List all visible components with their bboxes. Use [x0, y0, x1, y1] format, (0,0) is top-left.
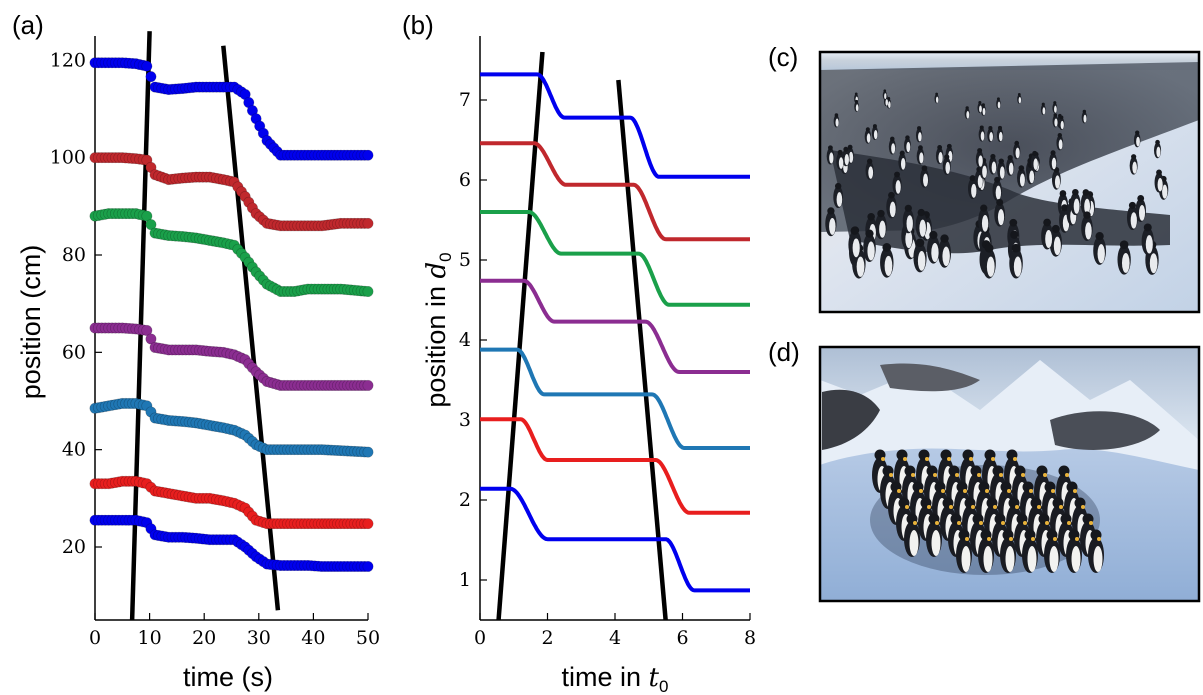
chart-b-ylabel-prefix: position in: [421, 279, 451, 408]
chart-b-x-tick-label: 6: [676, 627, 688, 649]
chart-b-ylabel-sub: 0: [436, 252, 455, 261]
chart-b-y-tick-label: 4: [459, 329, 471, 351]
chart-b-y-tick-label: 5: [459, 249, 471, 271]
chart-a-point: [363, 218, 373, 228]
chart-b-series-1: [480, 74, 750, 176]
chart-b-xlabel-prefix: time in: [562, 662, 649, 692]
chart-a-y-tick-label: 100: [50, 147, 86, 169]
chart-b-xlabel-symbol: t: [649, 663, 660, 693]
panel-label-c: (c): [768, 42, 798, 72]
chart-a-x-tick-label: 20: [192, 627, 216, 649]
chart-a-point: [363, 518, 373, 528]
chart-b-xlabel: time in t0: [562, 662, 669, 695]
chart-b-xlabel-sub: 0: [659, 677, 668, 695]
chart-a-point: [363, 286, 373, 296]
chart-a-axes: 0 10 20 30 40 50 20 40 60 80 100 120: [50, 36, 380, 649]
chart-b-y-tick-label: 7: [459, 89, 471, 111]
chart-b-series-2: [480, 143, 750, 239]
chart-b-y-tick-label: 1: [459, 569, 471, 591]
chart-a-xlabel: time (s): [183, 662, 273, 692]
chart-b-y-tick-label: 6: [459, 169, 471, 191]
chart-b-ylabel-symbol: d: [422, 262, 452, 279]
chart-a-point: [363, 561, 373, 571]
chart-b-x-tick-label: 8: [744, 627, 756, 649]
panel-label-d: (d): [768, 337, 800, 367]
chart-b-y-tick-label: 3: [459, 409, 471, 431]
chart-b-x-tick-label: 0: [474, 627, 486, 649]
chart-b-x-tick-label: 4: [609, 627, 621, 649]
chart-a-x-tick-label: 50: [356, 627, 380, 649]
chart-a-point: [146, 71, 156, 81]
chart-a-series-2: [90, 152, 373, 231]
panel-label-a: (a): [12, 10, 44, 40]
chart-b-ylabel: position in d0: [421, 252, 455, 407]
chart-a-x-tick-label: 40: [301, 627, 325, 649]
chart-b-series-3: [480, 212, 750, 305]
chart-a-x-tick-label: 30: [247, 627, 271, 649]
chart-a-ylabel: position (cm): [16, 245, 46, 400]
chart-a-x-tick-label: 10: [138, 627, 162, 649]
chart-a-y-tick-label: 80: [62, 244, 86, 266]
chart-b-series-7: [480, 489, 750, 591]
chart-a-y-tick-label: 20: [62, 536, 86, 558]
chart-b-wave-line-1: [499, 52, 543, 620]
chart-b-y-tick-label: 2: [459, 489, 471, 511]
chart-a-point: [142, 61, 152, 71]
chart-a-x-tick-label: 0: [89, 627, 101, 649]
penguin-colony-photo: [820, 52, 1199, 312]
chart-a-y-tick-label: 60: [62, 341, 86, 363]
chart-b-x-tick-label: 2: [541, 627, 553, 649]
chart-a-point: [363, 447, 373, 457]
chart-a-series-4: [90, 323, 373, 391]
chart-a-y-tick-label: 40: [62, 439, 86, 461]
chart-a-point: [363, 150, 373, 160]
chart-a-y-tick-label: 120: [50, 49, 86, 71]
penguin-huddle-render: [820, 347, 1199, 601]
chart-a-series-5: [90, 398, 373, 457]
panel-label-b: (b): [402, 10, 434, 40]
chart-a-point: [363, 380, 373, 390]
chart-a: 0 10 20 30 40 50 20 40 60 80 100 120 time (s) posit…: [16, 31, 380, 692]
